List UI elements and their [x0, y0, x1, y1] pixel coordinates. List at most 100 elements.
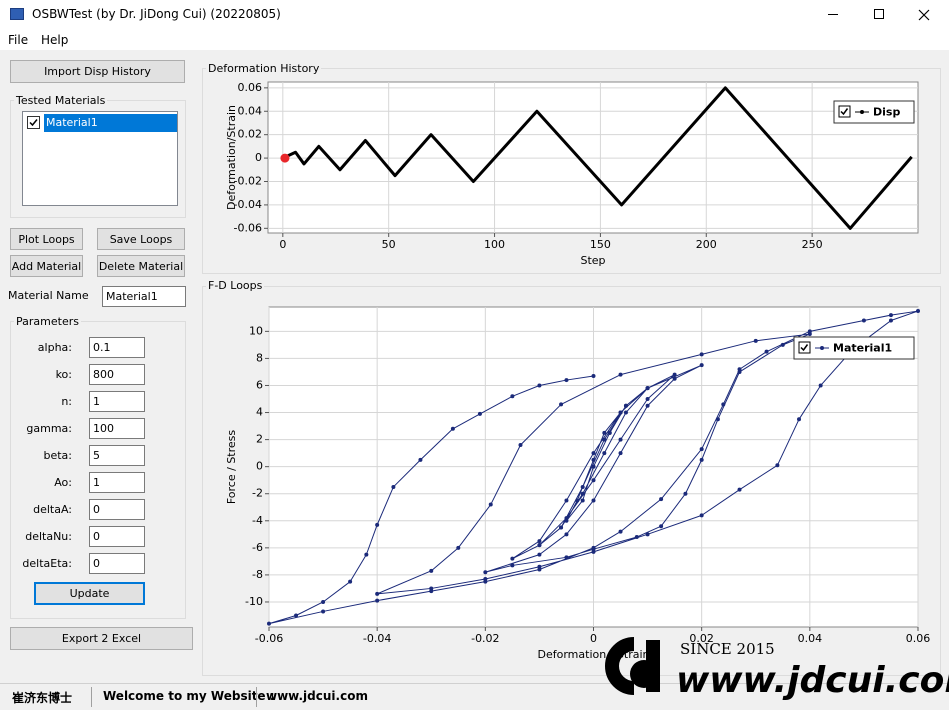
data-point [591, 457, 596, 462]
legend-check [840, 108, 849, 116]
y-tick-label: 0 [256, 460, 263, 473]
data-point [450, 426, 455, 431]
legend-check [800, 344, 809, 352]
data-point [429, 568, 434, 573]
data-point [618, 372, 623, 377]
x-tick-label: 250 [802, 238, 823, 251]
parameter-input[interactable]: 1 [89, 472, 145, 493]
data-point [888, 313, 893, 318]
y-tick-label: 10 [249, 324, 263, 337]
data-point [580, 484, 585, 489]
separator [91, 687, 92, 707]
list-item[interactable]: Material1 [46, 116, 98, 129]
status-text[interactable]: www.jdcui.com [266, 689, 368, 703]
data-point [916, 309, 920, 314]
plot-loops-button[interactable]: Plot Loops [10, 228, 83, 250]
data-point [602, 451, 607, 456]
data-point [537, 383, 542, 388]
parameter-input[interactable]: 5 [89, 445, 145, 466]
y-tick-label: -6 [252, 541, 263, 554]
export-button[interactable]: Export 2 Excel [10, 627, 193, 650]
data-point [591, 478, 596, 483]
y-tick-label: 6 [256, 378, 263, 391]
data-point [391, 484, 396, 489]
parameter-input[interactable]: 1 [89, 391, 145, 412]
data-point [699, 447, 704, 452]
data-point [607, 430, 612, 435]
data-point [564, 555, 569, 560]
data-point [797, 417, 802, 422]
maximize-button[interactable] [874, 9, 884, 19]
title-bar: OSBWTest (by Dr. JiDong Cui) (20220805) [0, 0, 949, 30]
update-button[interactable]: Update [34, 582, 145, 605]
data-point [888, 318, 893, 323]
data-point [645, 397, 650, 402]
import-button[interactable]: Import Disp History [10, 60, 185, 83]
legend: Disp [833, 100, 915, 124]
x-tick-label: 0.04 [798, 632, 823, 645]
watermark-site: www.jdcui.com [676, 660, 949, 701]
parameter-input[interactable]: 800 [89, 364, 145, 385]
legend-label: Material1 [833, 342, 892, 355]
chart-group [202, 286, 941, 676]
y-tick-label: 8 [256, 351, 263, 364]
data-point [861, 318, 866, 323]
parameter-input[interactable]: 0 [89, 553, 145, 574]
x-tick-label: 0 [279, 238, 286, 251]
legend-marker [820, 346, 824, 350]
material-name-label: Material Name [8, 289, 89, 302]
add-material-button[interactable]: Add Material [10, 255, 83, 277]
window-title: OSBWTest (by Dr. JiDong Cui) (20220805) [32, 7, 281, 21]
close-button[interactable] [918, 9, 930, 21]
data-point [659, 524, 664, 529]
delete-material-button[interactable]: Delete Material [97, 255, 185, 277]
minimize-button[interactable] [828, 14, 838, 15]
parameter-label: beta: [43, 449, 72, 462]
parameter-label: alpha: [37, 341, 72, 354]
highlight-point [280, 153, 290, 163]
save-loops-button[interactable]: Save Loops [97, 228, 185, 250]
y-axis-label: Force / Stress [225, 430, 238, 505]
chart-title: F-D Loops [206, 279, 265, 292]
parameter-input[interactable]: 100 [89, 418, 145, 439]
parameter-input[interactable]: 0 [89, 526, 145, 547]
data-point [737, 487, 742, 492]
list-checkbox[interactable] [27, 116, 40, 129]
x-tick-label: 0.02 [689, 632, 714, 645]
data-point [564, 532, 569, 537]
x-tick-label: -0.02 [471, 632, 499, 645]
data-point [672, 376, 677, 381]
legend-box [793, 336, 915, 360]
data-point [715, 417, 720, 422]
data-point [659, 497, 664, 502]
data-point [602, 430, 607, 435]
y-tick-label: 0.04 [238, 104, 263, 117]
data-point [618, 529, 623, 534]
status-text: Welcome to my Website : [103, 689, 275, 703]
menu-item[interactable]: File [8, 33, 29, 47]
menu-item[interactable]: Help [41, 33, 69, 47]
y-tick-label: -10 [245, 595, 263, 608]
data-point [564, 498, 569, 503]
data-point [780, 342, 785, 347]
data-point [618, 437, 623, 442]
material-list: Material1 [22, 111, 178, 206]
data-point [699, 352, 704, 357]
x-tick-label: 50 [382, 238, 396, 251]
x-axis-label: Step [580, 254, 605, 267]
legend-marker [860, 110, 864, 114]
parameter-label: Ao: [54, 476, 72, 489]
parameter-input[interactable]: 0 [89, 499, 145, 520]
legend-box [833, 100, 915, 124]
data-point [483, 570, 488, 575]
data-point [807, 329, 812, 334]
data-point [721, 402, 726, 407]
data-point [456, 545, 461, 550]
material-name-input[interactable]: Material1 [102, 286, 186, 307]
group-caption: Tested Materials [14, 94, 108, 107]
data-point [559, 402, 564, 407]
chart-title: Deformation History [206, 62, 322, 75]
fd-chart: -0.06 -0.04 -0.02 0 0.02 0.04 0.06 -10 -8 -6 -4 -2 0… [225, 306, 930, 661]
parameter-input[interactable]: 0.1 [89, 337, 145, 358]
